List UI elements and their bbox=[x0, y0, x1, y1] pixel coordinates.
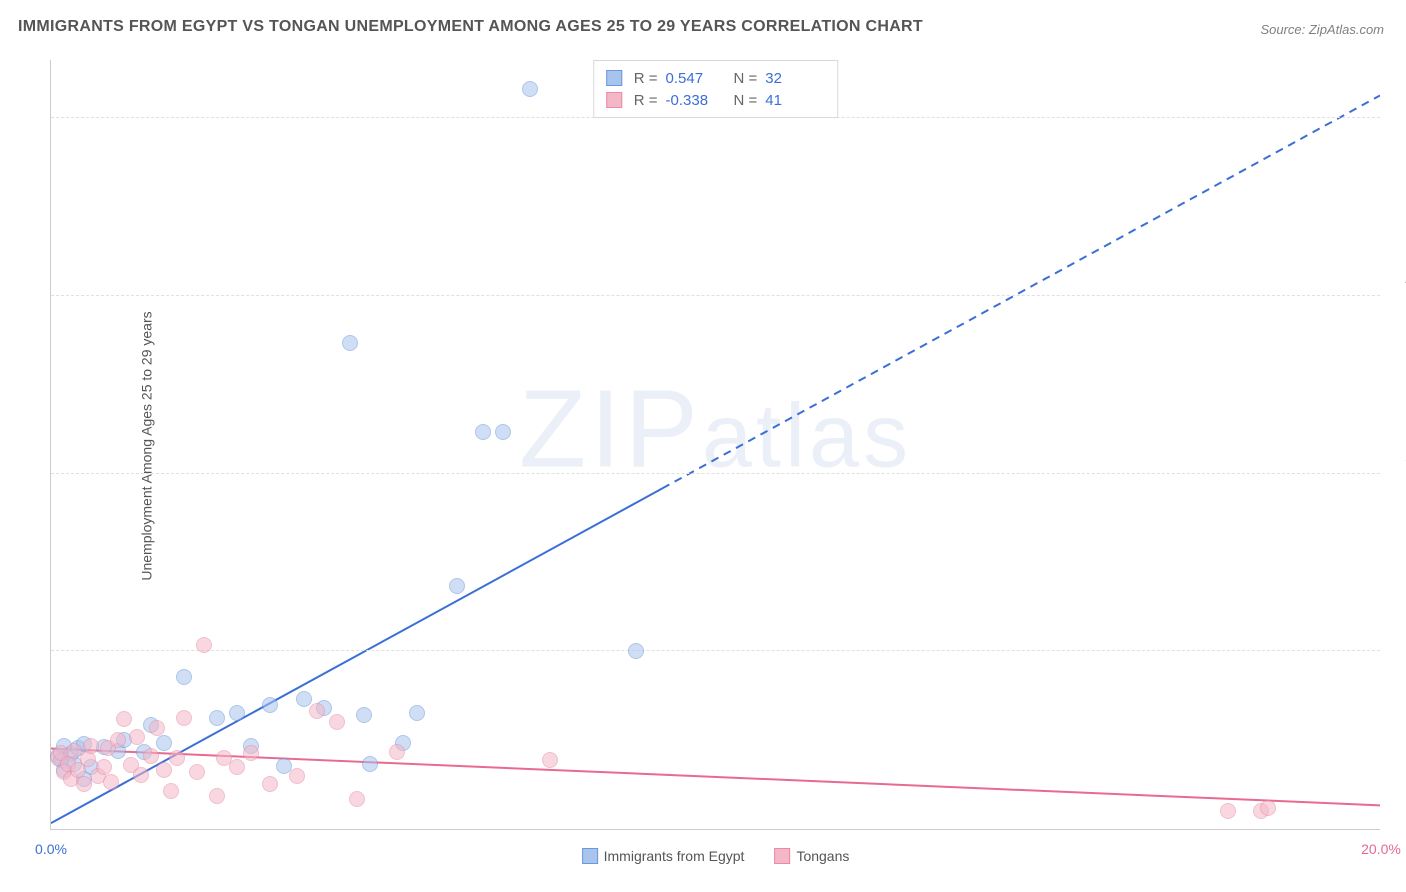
legend-item: Immigrants from Egypt bbox=[582, 848, 745, 864]
scatter-point bbox=[209, 710, 225, 726]
scatter-point bbox=[156, 735, 172, 751]
scatter-point bbox=[449, 578, 465, 594]
scatter-point bbox=[149, 720, 165, 736]
legend-label: Immigrants from Egypt bbox=[604, 848, 745, 864]
scatter-point bbox=[628, 643, 644, 659]
gridline bbox=[51, 295, 1380, 296]
legend-swatch-icon bbox=[606, 92, 622, 108]
scatter-point bbox=[289, 768, 305, 784]
y-tick-label: 30.0% bbox=[1385, 450, 1406, 466]
scatter-point bbox=[209, 788, 225, 804]
scatter-point bbox=[495, 424, 511, 440]
scatter-point bbox=[103, 774, 119, 790]
legend-swatch-icon bbox=[606, 70, 622, 86]
legend-row: R = 0.547 N = 32 bbox=[606, 67, 826, 89]
y-tick-label: 60.0% bbox=[1385, 94, 1406, 110]
scatter-point bbox=[176, 669, 192, 685]
scatter-point bbox=[262, 776, 278, 792]
scatter-point bbox=[110, 732, 126, 748]
scatter-point bbox=[163, 783, 179, 799]
scatter-point bbox=[83, 738, 99, 754]
n-value: 32 bbox=[765, 70, 825, 87]
r-label: R = bbox=[634, 70, 658, 87]
gridline bbox=[51, 650, 1380, 651]
n-value: 41 bbox=[765, 92, 825, 109]
scatter-point bbox=[296, 691, 312, 707]
scatter-point bbox=[156, 762, 172, 778]
chart-title: IMMIGRANTS FROM EGYPT VS TONGAN UNEMPLOY… bbox=[18, 18, 923, 36]
scatter-point bbox=[169, 750, 185, 766]
scatter-point bbox=[133, 767, 149, 783]
y-tick-label: 45.0% bbox=[1385, 272, 1406, 288]
series-legend: Immigrants from Egypt Tongans bbox=[582, 848, 850, 864]
scatter-point bbox=[1260, 800, 1276, 816]
scatter-point bbox=[522, 81, 538, 97]
scatter-point bbox=[542, 752, 558, 768]
scatter-point bbox=[362, 756, 378, 772]
trend-lines-svg bbox=[51, 60, 1380, 829]
scatter-point bbox=[1220, 803, 1236, 819]
scatter-point bbox=[356, 707, 372, 723]
r-label: R = bbox=[634, 92, 658, 109]
scatter-point bbox=[189, 764, 205, 780]
scatter-point bbox=[243, 745, 259, 761]
r-value: -0.338 bbox=[666, 92, 726, 109]
x-tick-label: 20.0% bbox=[1361, 841, 1401, 857]
legend-row: R = -0.338 N = 41 bbox=[606, 89, 826, 111]
correlation-legend: R = 0.547 N = 32 R = -0.338 N = 41 bbox=[593, 60, 839, 118]
scatter-point bbox=[143, 748, 159, 764]
scatter-point bbox=[342, 335, 358, 351]
y-tick-label: 15.0% bbox=[1385, 627, 1406, 643]
scatter-point bbox=[116, 711, 132, 727]
scatter-point bbox=[349, 791, 365, 807]
legend-label: Tongans bbox=[796, 848, 849, 864]
scatter-point bbox=[129, 729, 145, 745]
scatter-point bbox=[196, 637, 212, 653]
gridline bbox=[51, 473, 1380, 474]
scatter-point bbox=[229, 759, 245, 775]
legend-item: Tongans bbox=[774, 848, 849, 864]
scatter-point bbox=[229, 705, 245, 721]
scatter-point bbox=[409, 705, 425, 721]
scatter-point bbox=[309, 703, 325, 719]
x-tick-label: 0.0% bbox=[35, 841, 67, 857]
legend-swatch-icon bbox=[582, 848, 598, 864]
source-attribution: Source: ZipAtlas.com bbox=[1260, 22, 1384, 37]
chart-plot-area: ZIPatlas R =0.547N =32R =-0.338N =41 Imm… bbox=[50, 60, 1380, 830]
r-value: 0.547 bbox=[666, 70, 726, 87]
n-label: N = bbox=[734, 70, 758, 87]
scatter-point bbox=[262, 697, 278, 713]
legend-swatch-icon bbox=[774, 848, 790, 864]
n-label: N = bbox=[734, 92, 758, 109]
scatter-point bbox=[329, 714, 345, 730]
scatter-point bbox=[176, 710, 192, 726]
scatter-point bbox=[475, 424, 491, 440]
scatter-point bbox=[389, 744, 405, 760]
